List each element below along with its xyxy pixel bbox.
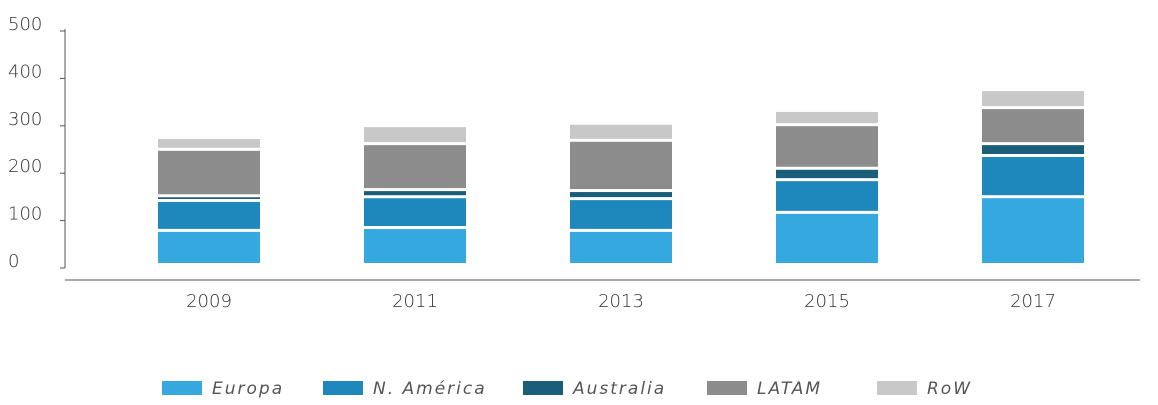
- x-tick-label: 2013: [598, 291, 644, 312]
- x-tick-label: 2009: [186, 291, 232, 312]
- legend-label: N. América: [373, 379, 487, 399]
- legend-label: RoW: [927, 379, 972, 399]
- bar-segment: [158, 197, 260, 200]
- bar-segment: [570, 231, 672, 263]
- legend-label: Europa: [212, 379, 284, 399]
- bar-segment: [364, 191, 466, 196]
- bar-segment: [776, 126, 878, 167]
- legend-label: LATAM: [757, 379, 822, 399]
- bar-segment: [364, 229, 466, 263]
- legend-swatch: [162, 381, 202, 395]
- bar-segment: [776, 111, 878, 124]
- bar-segment: [364, 145, 466, 189]
- x-tick-label: 2015: [804, 291, 850, 312]
- y-tick-label: 400: [8, 61, 42, 82]
- x-tick-label: 2011: [392, 291, 438, 312]
- bar-segment: [158, 202, 260, 229]
- bar-segment: [158, 138, 260, 148]
- bar-segment: [158, 231, 260, 263]
- legend-swatch: [877, 381, 917, 395]
- bar-segment: [776, 213, 878, 263]
- y-tick-label: 0: [8, 251, 19, 272]
- bar-segment: [570, 141, 672, 190]
- bar-segment: [570, 124, 672, 139]
- bar-segment: [982, 91, 1084, 107]
- bar-segment: [364, 127, 466, 143]
- x-tick-label: 2017: [1010, 291, 1056, 312]
- bar-segment: [570, 192, 672, 198]
- bar-segment: [158, 150, 260, 195]
- bar-segment: [982, 109, 1084, 143]
- bar-segment: [570, 200, 672, 229]
- bar-segment: [776, 181, 878, 211]
- y-tick-label: 100: [8, 204, 42, 225]
- legend-swatch: [323, 381, 363, 395]
- y-tick-label: 200: [8, 156, 42, 177]
- bar-segment: [776, 169, 878, 179]
- bar-segment: [364, 198, 466, 227]
- y-tick-label: 300: [8, 109, 42, 130]
- legend-swatch: [707, 381, 747, 395]
- legend-label: Australia: [572, 379, 666, 399]
- bar-segment: [982, 145, 1084, 154]
- legend-swatch: [523, 381, 563, 395]
- bar-segment: [982, 156, 1084, 196]
- y-tick-label: 500: [8, 14, 42, 35]
- bar-segment: [982, 198, 1084, 263]
